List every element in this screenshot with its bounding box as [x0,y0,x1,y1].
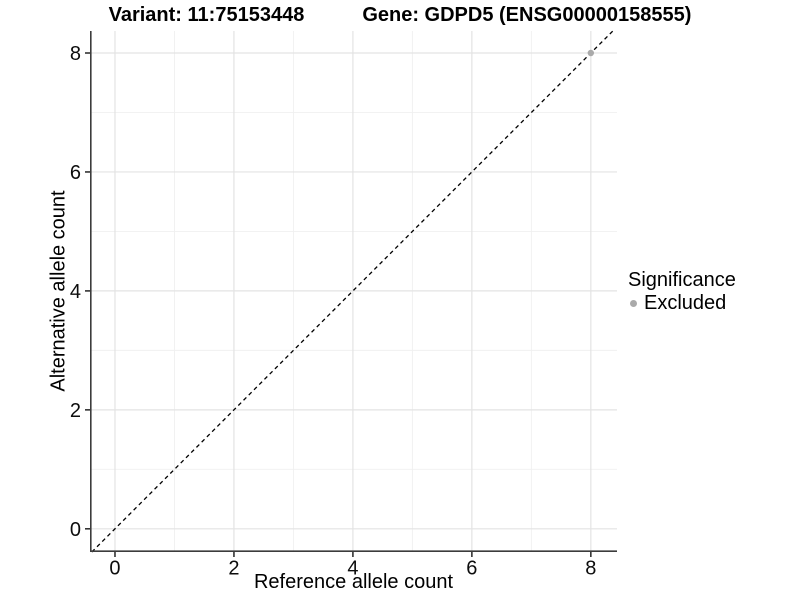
x-tick-label: 2 [228,558,239,580]
x-tick-label: 6 [466,558,477,580]
plot-title: Variant: 11:75153448 Gene: GDPD5 (ENSG00… [0,4,800,27]
legend-item-label: Excluded [644,292,727,314]
legend-circle-marker-icon [630,299,637,307]
legend-items: Excluded [628,292,736,314]
x-axis-label: Reference allele count [253,571,453,593]
x-tick-label: 0 [109,558,120,580]
chart-canvas: 0 2 4 6 8 0 2 4 6 8 [70,30,617,580]
plot-panel: 0 2 4 6 8 0 2 4 6 8 [70,30,617,580]
x-tick-label: 8 [585,558,596,580]
y-tick-label: 4 [70,281,81,303]
legend-item: Excluded [628,292,736,314]
y-tick-label: 2 [70,400,81,422]
legend-title: Significance [628,269,736,291]
plot-title-variant: Variant: 11:75153448 [108,4,305,26]
plot-title-gene: Gene: GDPD5 (ENSG00000158555) [362,4,692,26]
y-tick-label: 6 [70,162,81,184]
y-axis-label: Alternative allele count [47,190,70,392]
legend: Significance Excluded [628,268,736,314]
x-tick-label: 4 [347,558,358,580]
data-point [587,49,595,57]
y-tick-label: 8 [70,43,81,65]
y-tick-label: 0 [70,519,81,541]
